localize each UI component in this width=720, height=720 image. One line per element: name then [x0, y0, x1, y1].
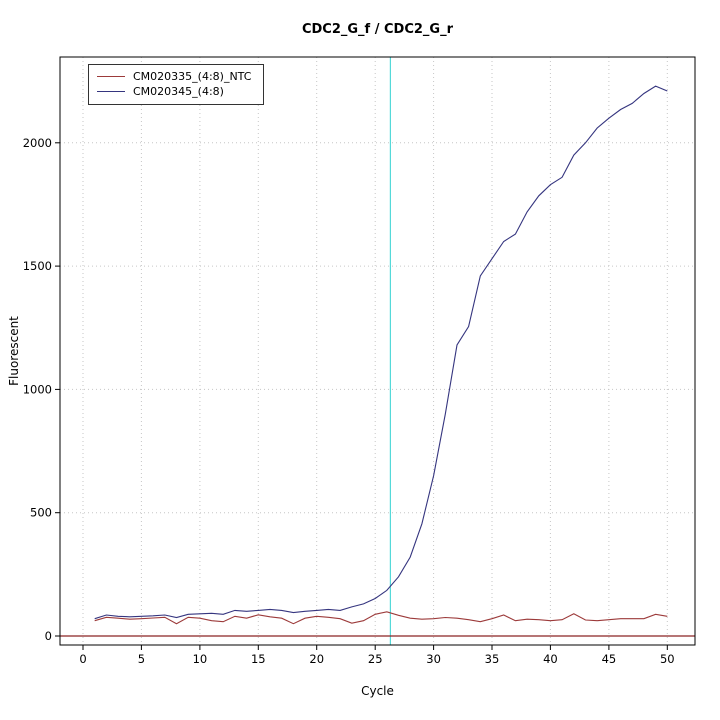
- x-axis-label: Cycle: [361, 684, 394, 698]
- x-tick-label: 40: [543, 652, 558, 666]
- legend-line-swatch-sample: [97, 91, 125, 92]
- legend-line-swatch-ntc: [97, 76, 125, 77]
- legend-item-ntc: CM020335_(4:8)_NTC: [97, 69, 251, 84]
- x-tick-label: 45: [602, 652, 617, 666]
- series-line-1: [94, 85, 668, 620]
- y-tick-label: 0: [45, 629, 52, 643]
- series-line-0: [94, 611, 668, 625]
- y-tick-label: 1500: [23, 259, 52, 273]
- plot-border: [59, 56, 696, 646]
- x-tick-label: 15: [251, 652, 266, 666]
- chart-title: CDC2_G_f / CDC2_G_r: [301, 22, 454, 37]
- x-tick-label: 20: [309, 652, 324, 666]
- legend-item-sample: CM020345_(4:8): [97, 84, 251, 99]
- x-tick-label: 50: [660, 652, 675, 666]
- legend: CM020335_(4:8)_NTC CM020345_(4:8): [88, 64, 265, 105]
- x-tick-label: 30: [426, 652, 441, 666]
- x-tick-label: 10: [193, 652, 208, 666]
- x-tick-label: 35: [485, 652, 500, 666]
- x-tick-label: 5: [138, 652, 145, 666]
- legend-label-ntc: CM020335_(4:8)_NTC: [133, 70, 252, 83]
- x-tick-label: 0: [79, 652, 86, 666]
- y-axis-label: Fluorescent: [7, 316, 21, 386]
- y-tick-label: 2000: [23, 136, 52, 150]
- x-tick-label: 25: [368, 652, 383, 666]
- legend-label-sample: CM020345_(4:8): [133, 85, 224, 98]
- y-tick-label: 1000: [23, 382, 52, 396]
- y-tick-label: 500: [30, 506, 52, 520]
